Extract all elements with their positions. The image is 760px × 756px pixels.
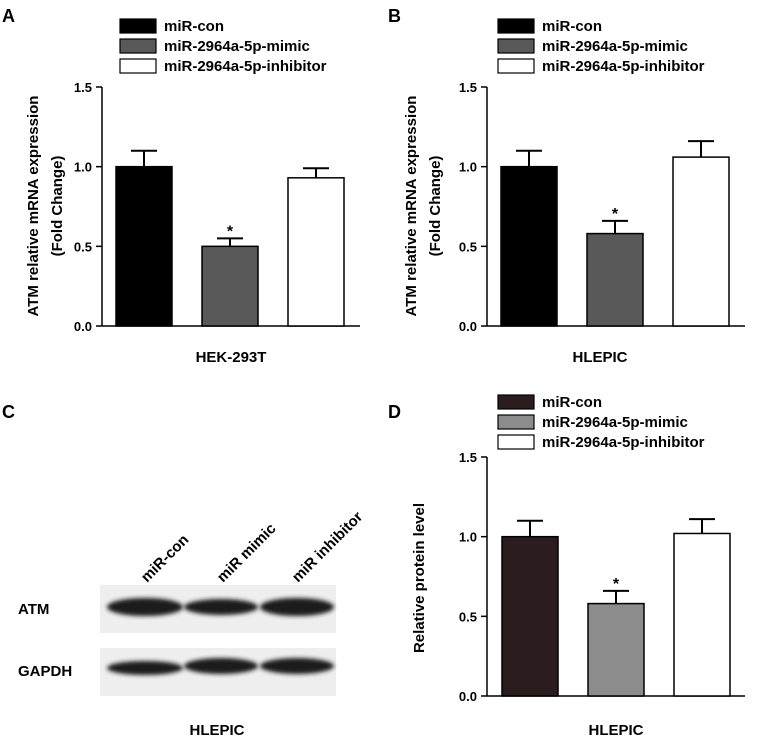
bar-3 bbox=[673, 532, 731, 697]
x-axis-label: HLEPIC bbox=[572, 349, 627, 366]
panel-letter: D bbox=[388, 402, 401, 422]
legend-swatch-1 bbox=[497, 394, 535, 410]
y-tick-label-4: 1.5 bbox=[74, 80, 92, 95]
bar-2 bbox=[586, 232, 644, 327]
legend-swatch-1 bbox=[119, 18, 157, 34]
band-gapdh-1 bbox=[107, 661, 183, 675]
legend-swatch-3 bbox=[497, 434, 535, 450]
significance-mark-2: * bbox=[613, 576, 620, 593]
y-axis-title: Relative protein level bbox=[411, 503, 428, 653]
panel-c-letter: C bbox=[2, 402, 15, 422]
bar-1 bbox=[501, 535, 559, 697]
bar-3 bbox=[287, 177, 345, 327]
y-tick-label-2: 0.5 bbox=[459, 239, 477, 254]
y-tick-label-3: 1.0 bbox=[74, 160, 92, 175]
legend-label-2: miR-2964a-5p-mimic bbox=[164, 38, 310, 55]
legend-label-1: miR-con bbox=[164, 18, 224, 35]
legend-swatch-2 bbox=[497, 38, 535, 54]
bar-2 bbox=[587, 602, 645, 697]
y-tick-label-1: 0.0 bbox=[459, 689, 477, 704]
lane-label-1: miR-con bbox=[138, 531, 192, 585]
legend-label-3: miR-2964a-5p-inhibitor bbox=[542, 434, 705, 451]
legend-label-2: miR-2964a-5p-mimic bbox=[542, 414, 688, 431]
band-atm-3 bbox=[260, 598, 334, 616]
x-axis-label: HLEPIC bbox=[588, 722, 643, 739]
x-axis-label: HEK-293T bbox=[196, 349, 267, 366]
bar-3 bbox=[672, 156, 730, 327]
y-axis-title-line-2: (Fold Change) bbox=[49, 156, 66, 257]
panel-letter: A bbox=[2, 6, 15, 26]
legend-label-3: miR-2964a-5p-inhibitor bbox=[164, 58, 327, 75]
y-tick-label-3: 1.0 bbox=[459, 160, 477, 175]
legend-swatch-3 bbox=[497, 58, 535, 74]
significance-mark-2: * bbox=[227, 223, 234, 240]
blot-caption: HLEPIC bbox=[189, 722, 244, 739]
band-atm-2 bbox=[184, 599, 258, 615]
lane-label-3: miR inhibitor bbox=[289, 508, 367, 586]
band-gapdh-2 bbox=[184, 658, 258, 674]
bar-1 bbox=[115, 165, 173, 327]
legend-swatch-1 bbox=[497, 18, 535, 34]
y-tick-label-4: 1.5 bbox=[459, 450, 477, 465]
legend-label-1: miR-con bbox=[542, 18, 602, 35]
legend-label-3: miR-2964a-5p-inhibitor bbox=[542, 58, 705, 75]
y-tick-label-2: 0.5 bbox=[74, 239, 92, 254]
legend-label-1: miR-con bbox=[542, 394, 602, 411]
panel-c-western-blot: C miR-con miR mimic miR inhibitor ATM GA… bbox=[2, 402, 366, 739]
y-tick-label-1: 0.0 bbox=[459, 319, 477, 334]
y-axis-title: ATM relative mRNA expression bbox=[403, 96, 420, 317]
lane-label-2: miR mimic bbox=[214, 520, 280, 586]
legend-swatch-3 bbox=[119, 58, 157, 74]
blot-row-label-gapdh: GAPDH bbox=[18, 663, 72, 680]
y-tick-label-1: 0.0 bbox=[74, 319, 92, 334]
legend-swatch-2 bbox=[497, 414, 535, 430]
band-atm-1 bbox=[107, 598, 183, 616]
legend-label-2: miR-2964a-5p-mimic bbox=[542, 38, 688, 55]
bar-2 bbox=[201, 245, 259, 327]
y-tick-label-2: 0.5 bbox=[459, 609, 477, 624]
y-tick-label-4: 1.5 bbox=[459, 80, 477, 95]
legend-swatch-2 bbox=[119, 38, 157, 54]
y-tick-label-3: 1.0 bbox=[459, 530, 477, 545]
significance-mark-2: * bbox=[612, 206, 619, 223]
y-axis-title-line-2: (Fold Change) bbox=[427, 156, 444, 257]
band-gapdh-3 bbox=[260, 658, 334, 674]
panel-letter: B bbox=[388, 6, 401, 26]
blot-row-label-atm: ATM bbox=[18, 601, 49, 618]
y-axis-title: ATM relative mRNA expression bbox=[25, 96, 42, 317]
bar-1 bbox=[500, 165, 558, 327]
